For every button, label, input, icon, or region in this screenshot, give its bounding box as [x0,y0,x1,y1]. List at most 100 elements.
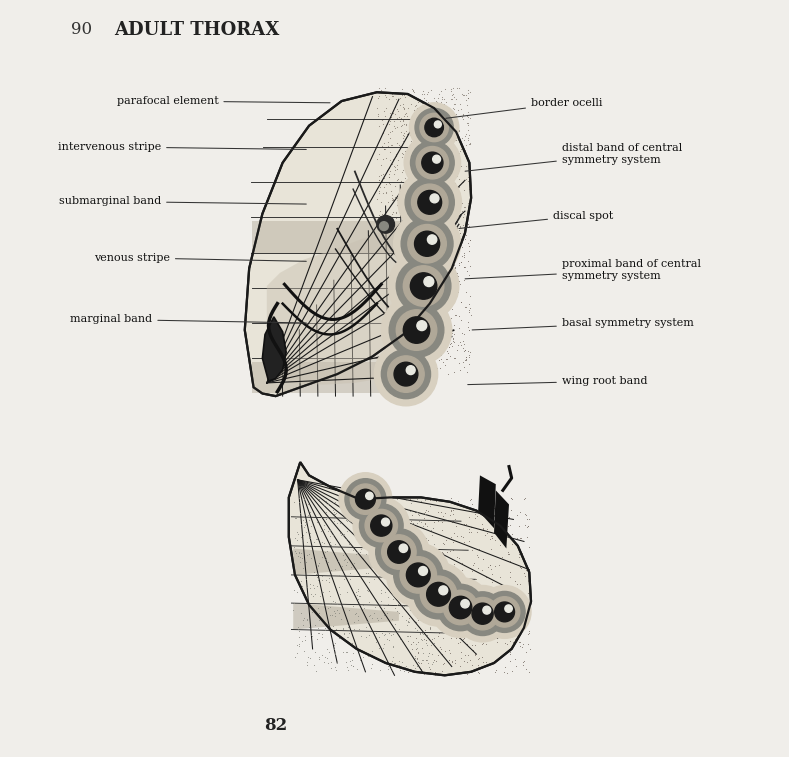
Point [394,521,406,533]
Point [385,497,398,509]
Point [323,621,336,634]
FancyBboxPatch shape [252,362,395,394]
Point [446,93,458,105]
Point [417,278,429,290]
Point [388,120,401,132]
Point [421,243,434,255]
Circle shape [417,321,427,331]
Point [301,651,314,663]
Circle shape [381,294,452,366]
Point [426,218,439,230]
Point [513,636,525,648]
Point [381,606,394,618]
Point [288,540,301,553]
Point [312,574,325,586]
Point [436,509,449,522]
Point [462,304,475,316]
Point [388,107,401,120]
Point [333,607,346,619]
Point [410,603,423,615]
Point [464,629,477,641]
Point [409,532,422,544]
Point [445,337,458,349]
Point [402,334,415,346]
Point [331,604,343,616]
Point [395,516,408,528]
Point [444,108,457,120]
Point [365,542,378,554]
Point [523,627,536,639]
Point [422,268,435,280]
Point [346,654,358,666]
Point [410,199,423,211]
Point [432,125,444,137]
Point [434,178,447,190]
Point [443,654,455,666]
Circle shape [431,578,491,637]
Point [391,105,404,117]
Point [432,264,445,276]
Point [346,647,359,659]
Point [451,551,463,563]
Point [454,193,467,205]
Point [438,98,451,111]
Point [423,283,436,295]
Point [404,313,417,326]
Point [425,270,438,282]
Point [398,118,410,130]
Point [402,616,414,628]
Point [430,95,443,107]
Point [294,531,307,544]
Point [399,185,412,197]
Point [424,263,436,276]
Point [419,302,432,314]
Point [443,350,456,363]
Point [376,642,389,654]
Point [426,553,439,565]
Point [406,592,419,604]
Point [434,128,447,140]
Point [432,266,445,279]
Point [367,534,380,547]
Point [412,508,424,520]
Point [372,111,385,123]
Point [406,534,419,546]
Point [480,505,492,517]
Point [479,600,492,612]
Point [430,234,443,246]
Point [443,211,455,223]
Point [451,130,463,142]
Point [342,621,354,634]
Point [386,194,398,206]
Point [436,194,448,206]
Point [461,117,473,129]
Point [449,164,462,176]
Point [371,153,383,165]
Point [447,366,460,378]
Circle shape [394,210,461,277]
Point [450,519,462,531]
Point [395,184,408,196]
Point [385,185,398,198]
Point [456,335,469,347]
Point [428,98,440,111]
Point [405,587,417,600]
Point [432,627,445,639]
Point [391,121,403,133]
Point [406,218,418,230]
Point [444,278,457,290]
Point [365,506,378,519]
Point [362,650,375,662]
Point [383,92,395,104]
Point [477,553,490,565]
Point [451,339,464,351]
Point [416,354,428,366]
Point [408,590,421,602]
Point [515,532,528,544]
Point [305,629,317,641]
Point [447,222,459,234]
Point [462,350,475,363]
Point [410,204,423,216]
Point [518,615,531,628]
Point [466,579,479,591]
